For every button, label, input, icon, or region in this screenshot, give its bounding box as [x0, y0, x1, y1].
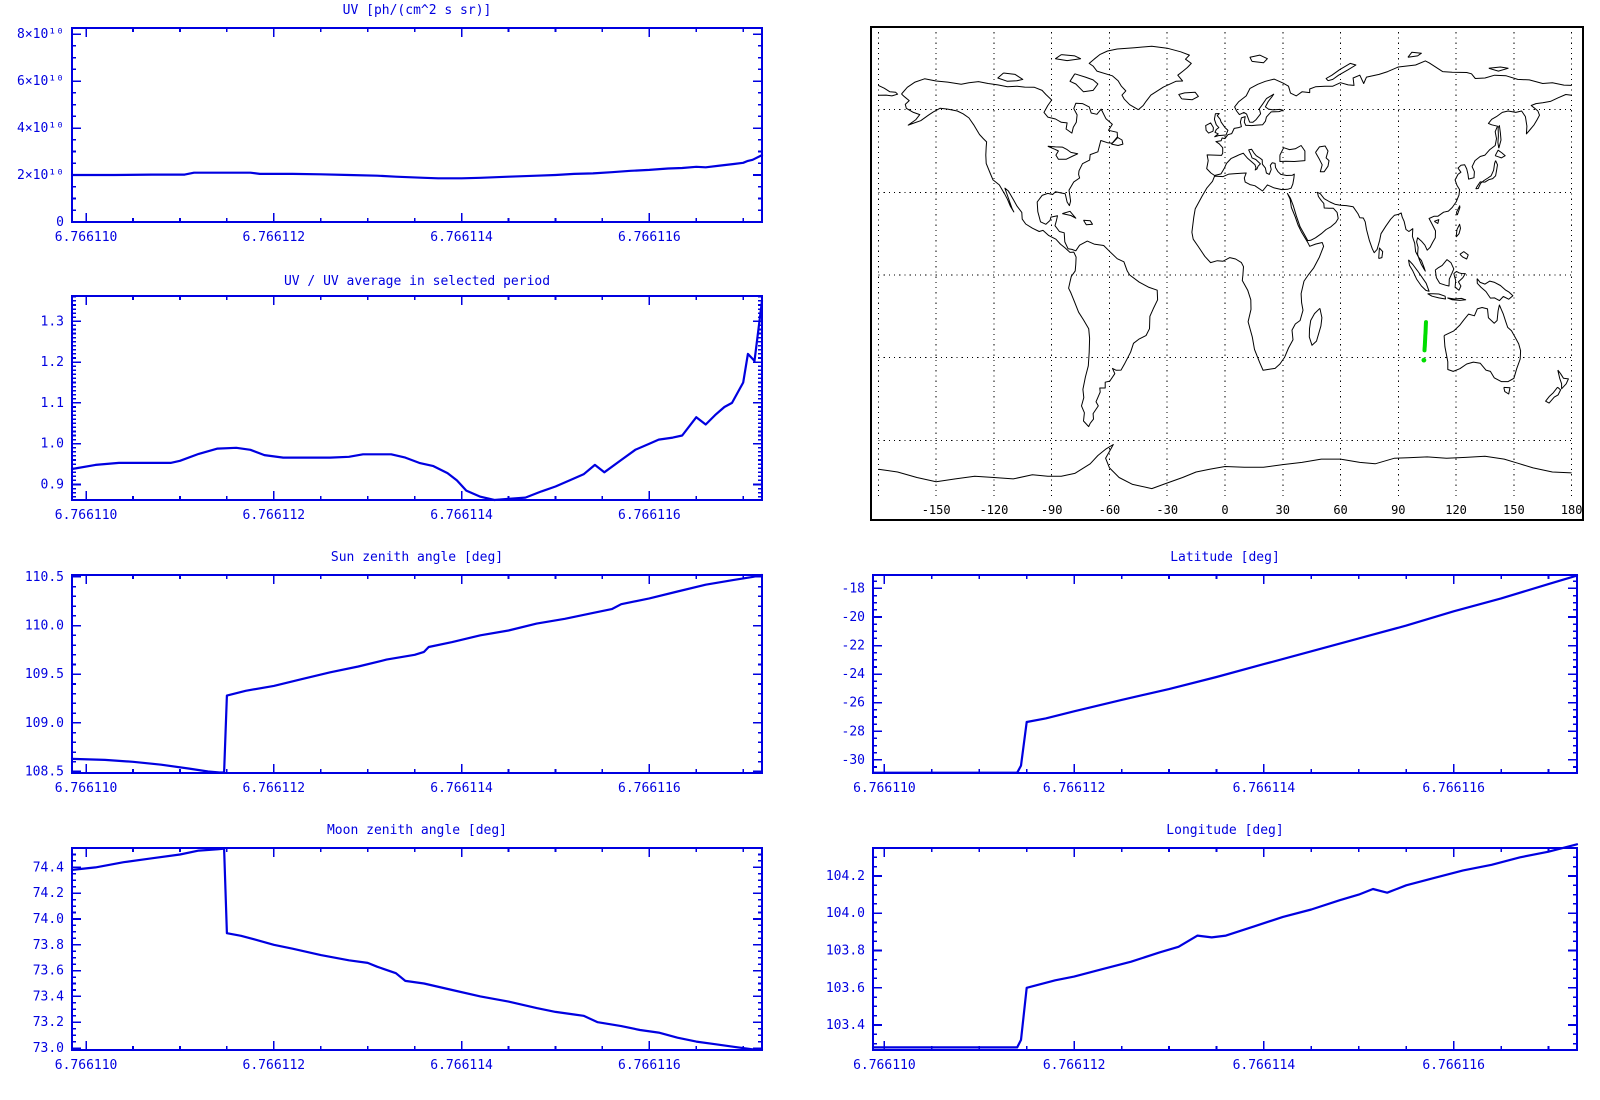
- svg-text:6.766112: 6.766112: [1043, 781, 1106, 796]
- svg-text:-20: -20: [842, 610, 865, 625]
- svg-text:60: 60: [1333, 503, 1347, 517]
- svg-text:6.766110: 6.766110: [853, 781, 916, 796]
- latitude-chart: 6.766110 6.766112 6.766114 6.766116 -30 -28 -2…: [842, 574, 1579, 796]
- svg-text:6.766110: 6.766110: [853, 1058, 916, 1073]
- uv-ratio-chart: 6.766110 6.766112 6.766114 6.766116 0.9 1.0 1.…: [41, 295, 764, 523]
- svg-text:1.1: 1.1: [41, 396, 64, 411]
- svg-text:6×10¹⁰: 6×10¹⁰: [17, 74, 64, 89]
- longitude-chart-title: Longitude [deg]: [1166, 823, 1284, 838]
- svg-text:6.766114: 6.766114: [430, 781, 493, 796]
- svg-text:120: 120: [1445, 503, 1467, 517]
- svg-text:103.4: 103.4: [826, 1018, 865, 1033]
- svg-text:6.766114: 6.766114: [1233, 1058, 1296, 1073]
- svg-text:4×10¹⁰: 4×10¹⁰: [17, 121, 64, 136]
- uv-ratio-chart-title: UV / UV average in selected period: [283, 274, 551, 289]
- svg-text:6.766116: 6.766116: [618, 508, 681, 523]
- svg-text:0: 0: [1221, 503, 1228, 517]
- svg-text:30: 30: [1276, 503, 1290, 517]
- moon-zenith-chart-title: Moon zenith angle [deg]: [326, 823, 507, 838]
- svg-text:6.766110: 6.766110: [55, 781, 118, 796]
- latitude-chart-title: Latitude [deg]: [1170, 550, 1280, 565]
- svg-text:6.766116: 6.766116: [618, 1058, 681, 1073]
- svg-text:6.766114: 6.766114: [430, 508, 493, 523]
- svg-text:6.766110: 6.766110: [55, 1058, 118, 1073]
- svg-text:6.766116: 6.766116: [618, 230, 681, 245]
- svg-text:0.9: 0.9: [41, 477, 64, 492]
- svg-text:180: 180: [1561, 503, 1583, 517]
- svg-text:-150: -150: [922, 503, 951, 517]
- moon-zenith-chart: 6.766110 6.766112 6.766114 6.766116 73.0 73.2…: [33, 847, 764, 1073]
- svg-text:0: 0: [56, 215, 64, 230]
- svg-text:6.766114: 6.766114: [1233, 781, 1296, 796]
- svg-text:6.766112: 6.766112: [243, 508, 306, 523]
- svg-text:73.8: 73.8: [33, 938, 64, 953]
- svg-text:73.6: 73.6: [33, 964, 64, 979]
- sun-zenith-chart: 6.766110 6.766112 6.766114 6.766116 108.5 109…: [25, 570, 764, 796]
- svg-text:-90: -90: [1041, 503, 1063, 517]
- svg-text:74.0: 74.0: [33, 912, 64, 927]
- map-coastlines: [878, 45, 1572, 490]
- map-longitude-axis-labels: -150 -120 -90 -60 -30 0 30 60 90 120 150 180: [922, 503, 1583, 517]
- svg-text:103.8: 103.8: [826, 943, 865, 958]
- svg-text:-24: -24: [842, 667, 866, 682]
- svg-text:-120: -120: [979, 503, 1008, 517]
- map-ground-track: [1421, 320, 1428, 363]
- svg-text:-28: -28: [842, 724, 865, 739]
- svg-text:74.2: 74.2: [33, 886, 64, 901]
- svg-text:6.766116: 6.766116: [1422, 781, 1485, 796]
- svg-text:90: 90: [1391, 503, 1405, 517]
- svg-text:-18: -18: [842, 581, 865, 596]
- svg-text:-30: -30: [842, 753, 865, 768]
- svg-text:-60: -60: [1099, 503, 1121, 517]
- svg-text:2×10¹⁰: 2×10¹⁰: [17, 168, 64, 183]
- svg-text:103.6: 103.6: [826, 981, 865, 996]
- svg-text:-22: -22: [842, 639, 865, 654]
- svg-text:-30: -30: [1156, 503, 1178, 517]
- svg-text:150: 150: [1503, 503, 1525, 517]
- svg-text:73.2: 73.2: [33, 1015, 64, 1030]
- svg-text:6.766112: 6.766112: [243, 781, 306, 796]
- svg-text:6.766114: 6.766114: [430, 1058, 493, 1073]
- svg-text:1.2: 1.2: [41, 355, 64, 370]
- longitude-chart: 6.766110 6.766112 6.766114 6.766116 103.4 103…: [826, 843, 1579, 1073]
- svg-text:6.766110: 6.766110: [55, 508, 118, 523]
- svg-text:1.3: 1.3: [41, 314, 64, 329]
- svg-text:6.766116: 6.766116: [618, 781, 681, 796]
- svg-text:110.0: 110.0: [25, 619, 64, 634]
- svg-text:73.0: 73.0: [33, 1041, 64, 1056]
- svg-text:104.2: 104.2: [826, 869, 865, 884]
- svg-text:6.766116: 6.766116: [1422, 1058, 1485, 1073]
- uv-chart-title: UV [ph/(cm^2 s sr)]: [342, 3, 492, 18]
- svg-text:8×10¹⁰: 8×10¹⁰: [17, 27, 64, 42]
- svg-text:108.5: 108.5: [25, 765, 64, 780]
- svg-text:110.5: 110.5: [25, 570, 64, 585]
- svg-text:6.766112: 6.766112: [243, 1058, 306, 1073]
- svg-text:6.766112: 6.766112: [243, 230, 306, 245]
- svg-text:109.0: 109.0: [25, 716, 64, 731]
- svg-text:109.5: 109.5: [25, 667, 64, 682]
- svg-text:6.766114: 6.766114: [430, 230, 493, 245]
- svg-text:74.4: 74.4: [33, 860, 64, 875]
- svg-text:73.4: 73.4: [33, 989, 64, 1004]
- svg-text:104.0: 104.0: [826, 906, 865, 921]
- uv-chart: 6.766110 6.766112 6.766114 6.766116 0 2×10¹⁰ 4…: [17, 27, 764, 245]
- svg-text:6.766110: 6.766110: [55, 230, 118, 245]
- svg-text:-26: -26: [842, 696, 865, 711]
- sun-zenith-chart-title: Sun zenith angle [deg]: [330, 550, 504, 565]
- svg-text:6.766112: 6.766112: [1043, 1058, 1106, 1073]
- svg-text:1.0: 1.0: [41, 437, 64, 452]
- map-graticule-grid: [877, 27, 1573, 497]
- world-map: -150 -120 -90 -60 -30 0 30 60 90 120 150 180: [870, 26, 1584, 521]
